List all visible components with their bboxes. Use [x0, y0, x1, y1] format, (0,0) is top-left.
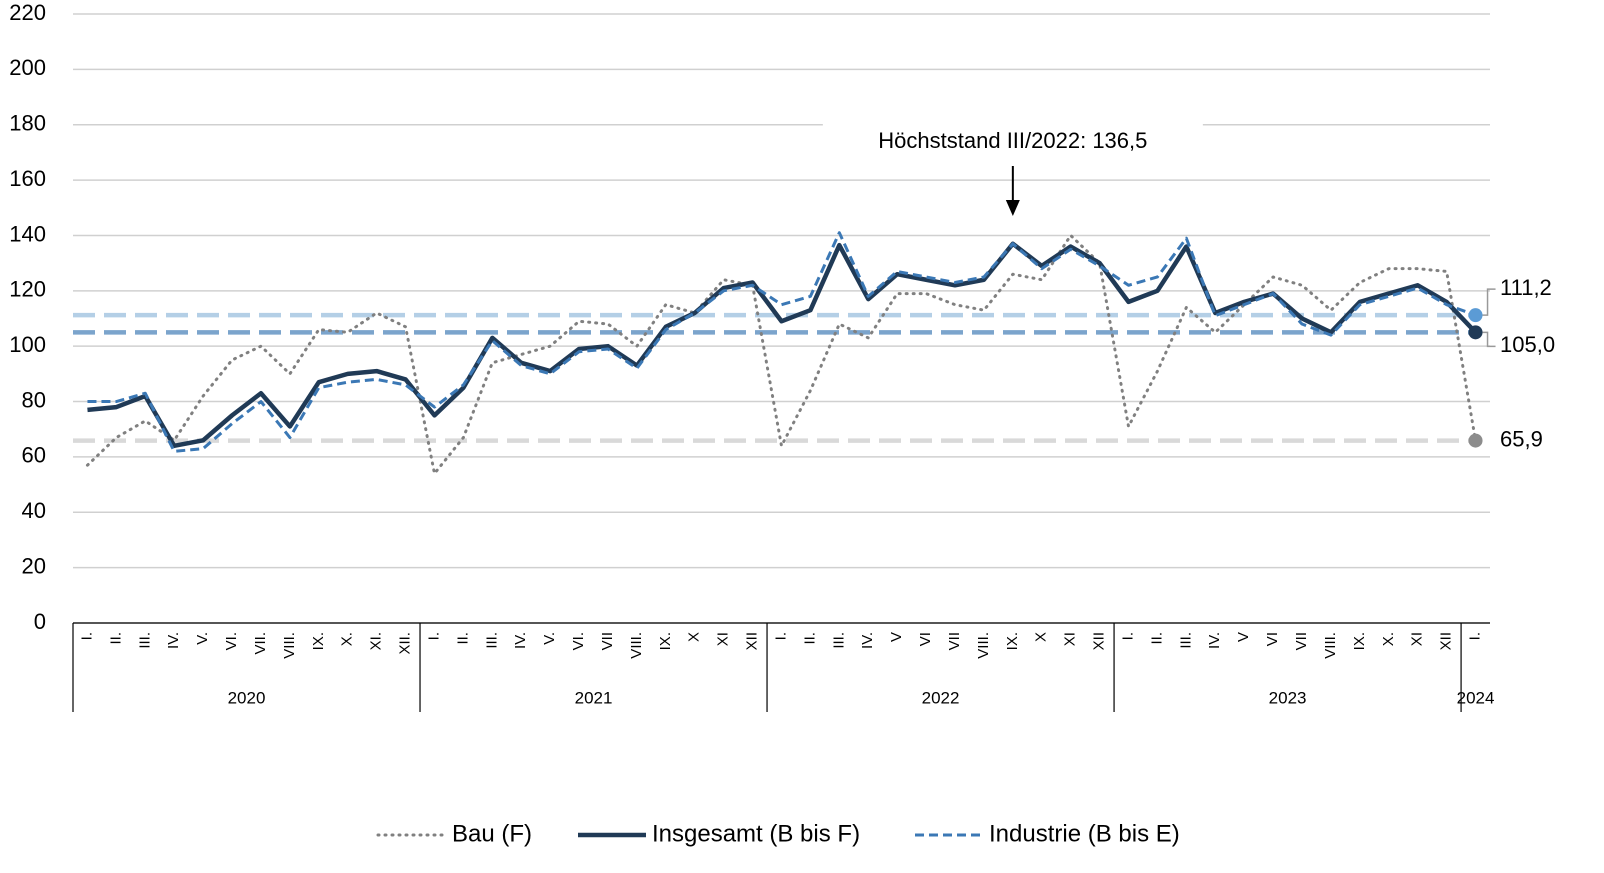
legend-label: Bau (F) [452, 820, 532, 847]
x-tick-label: II. [454, 632, 471, 645]
x-tick-label: III. [830, 632, 847, 649]
x-tick-label: II. [107, 632, 124, 645]
x-tick-label: VII [599, 632, 616, 650]
x-tick-label: I. [425, 632, 442, 640]
year-label: 2022 [922, 688, 960, 707]
x-tick-label: XI [1409, 632, 1426, 646]
annotation-arrowhead [1005, 200, 1020, 216]
annotation-bg [822, 124, 1203, 162]
x-tick-label: VII [946, 632, 963, 650]
year-label: 2023 [1269, 688, 1307, 707]
x-tick-label: VIII. [281, 632, 298, 659]
leader-line [1482, 288, 1496, 316]
y-tick-label: 180 [9, 111, 46, 136]
x-tick-label: V [1235, 632, 1252, 642]
annotation: Höchststand III/2022: 136,5 [878, 128, 1147, 153]
x-tick-label: XII [1438, 632, 1455, 650]
x-tick-label: III. [1177, 632, 1194, 649]
x-tick-label: VII. [252, 632, 269, 655]
year-label: 2024 [1457, 688, 1495, 707]
x-tick-label: IX. [1351, 632, 1368, 650]
y-tick-label: 60 [22, 443, 46, 468]
end-marker [1468, 325, 1483, 340]
y-tick-label: 20 [22, 553, 46, 578]
x-tick-label: V [888, 632, 905, 642]
x-tick-label: X. [1380, 632, 1397, 646]
x-tick-label: XII. [397, 632, 414, 655]
series-line [87, 241, 1478, 449]
x-tick-label: IX. [1004, 632, 1021, 650]
leader-line [1482, 331, 1496, 348]
x-tick-label: IV. [1206, 632, 1223, 649]
y-tick-label: 160 [9, 166, 46, 191]
x-tick-label: XI [1062, 632, 1079, 646]
end-label: 65,9 [1500, 426, 1543, 451]
y-tick-label: 80 [22, 387, 46, 412]
y-tick-label: 100 [9, 332, 46, 357]
x-tick-label: VI. [223, 632, 240, 650]
x-tick-label: IV. [512, 632, 529, 649]
x-tick-label: III. [136, 632, 153, 649]
y-tick-label: 220 [9, 0, 46, 25]
year-label: 2021 [575, 688, 613, 707]
x-tick-label: XI. [368, 632, 385, 650]
end-label: 105,0 [1500, 332, 1555, 357]
x-tick-label: V. [194, 632, 211, 645]
x-tick-label: XII [744, 632, 761, 650]
end-marker [1468, 433, 1483, 448]
x-tick-label: II. [1148, 632, 1165, 645]
x-tick-label: VI [917, 632, 934, 646]
x-tick-label: X. [339, 632, 356, 646]
legend-label: Insgesamt (B bis F) [652, 820, 860, 847]
x-tick-label: X [686, 632, 703, 642]
x-tick-label: II. [801, 632, 818, 645]
x-tick-label: VIII. [1322, 632, 1339, 659]
y-tick-label: 0 [34, 609, 46, 634]
x-tick-label: VIII. [628, 632, 645, 659]
x-tick-label: VIII. [975, 632, 992, 659]
x-tick-label: V. [541, 632, 558, 645]
series-line [85, 233, 1478, 476]
year-label: 2020 [228, 688, 266, 707]
end-label: 111,2 [1500, 275, 1552, 300]
x-tick-label: VI [1264, 632, 1281, 646]
end-marker [1468, 308, 1483, 323]
x-tick-label: VII [1293, 632, 1310, 650]
x-tick-label: I. [1119, 632, 1136, 640]
x-tick-label: I. [772, 632, 789, 640]
x-tick-label: IV. [165, 632, 182, 649]
x-tick-label: VI. [570, 632, 587, 650]
y-tick-label: 140 [9, 221, 46, 246]
x-tick-label: IX. [310, 632, 327, 650]
series-line [87, 231, 1477, 453]
x-tick-label: III. [483, 632, 500, 649]
x-tick-label: I. [78, 632, 95, 640]
y-tick-label: 120 [9, 277, 46, 302]
x-tick-label: X [1033, 632, 1050, 642]
legend-label: Industrie (B bis E) [989, 820, 1180, 847]
x-tick-label: XI [715, 632, 732, 646]
x-tick-label: IX. [657, 632, 674, 650]
x-tick-label: XII [1091, 632, 1108, 650]
y-tick-label: 200 [9, 55, 46, 80]
x-tick-label: I. [1467, 632, 1484, 640]
y-tick-label: 40 [22, 498, 46, 523]
x-tick-label: IV. [859, 632, 876, 649]
